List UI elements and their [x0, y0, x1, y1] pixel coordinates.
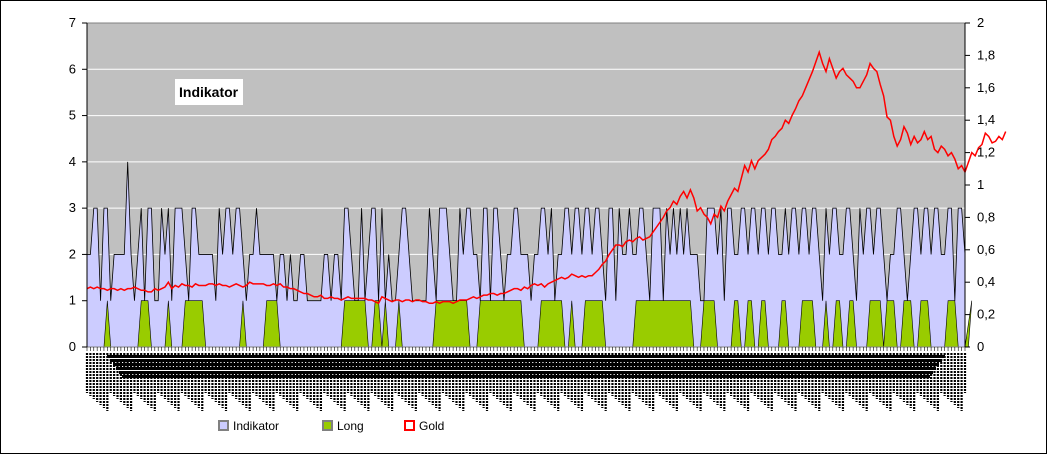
legend-item: Long	[322, 419, 364, 433]
y-left-tick-label: 5	[69, 108, 76, 123]
indikator-annotation: Indikator	[175, 79, 243, 105]
legend-item: Gold	[404, 419, 444, 433]
y-right-tick-label: 1,8	[977, 47, 995, 62]
series-indikator-area	[86, 161, 966, 348]
legend-label: Long	[337, 419, 364, 433]
legend-label: Indikator	[233, 419, 279, 433]
legend-item: Indikator	[218, 419, 279, 433]
y-left-tick-label: 1	[69, 293, 76, 308]
legend-label: Gold	[419, 419, 444, 433]
y-right-tick-label: 1	[977, 177, 984, 192]
legend-swatch	[322, 420, 333, 431]
right-axis: 0 0,2 0,4 0,6 0,8 1 1,2 1,4 1,6 1,8 2	[964, 15, 995, 354]
y-right-tick-label: 1,2	[977, 145, 995, 160]
legend: Indikator Long Gold	[218, 419, 444, 433]
y-left-tick-label: 6	[69, 61, 76, 76]
y-left-tick-label: 4	[69, 154, 76, 169]
y-left-tick-label: 7	[69, 15, 76, 30]
legend-swatch	[404, 420, 415, 431]
y-left-tick-label: 2	[69, 246, 76, 261]
x-axis-tick-labels	[85, 347, 967, 411]
y-right-tick-label: 1,4	[977, 112, 995, 127]
annotation-text: Indikator	[179, 84, 239, 100]
y-left-tick-label: 0	[69, 339, 76, 354]
y-right-tick-label: 1,6	[977, 80, 995, 95]
left-axis: 0 1 2 3 4 5 6 7	[69, 15, 88, 354]
y-right-tick-label: 0,6	[977, 242, 995, 257]
y-right-tick-label: 2	[977, 15, 984, 30]
y-right-tick-label: 0,2	[977, 307, 995, 322]
legend-swatch	[218, 420, 229, 431]
y-right-tick-label: 0,4	[977, 274, 995, 289]
y-right-tick-label: 0	[977, 339, 984, 354]
y-right-tick-label: 0,8	[977, 209, 995, 224]
annotation-box	[175, 79, 243, 105]
series-gold-line	[86, 49, 1007, 305]
y-left-tick-label: 3	[69, 200, 76, 215]
